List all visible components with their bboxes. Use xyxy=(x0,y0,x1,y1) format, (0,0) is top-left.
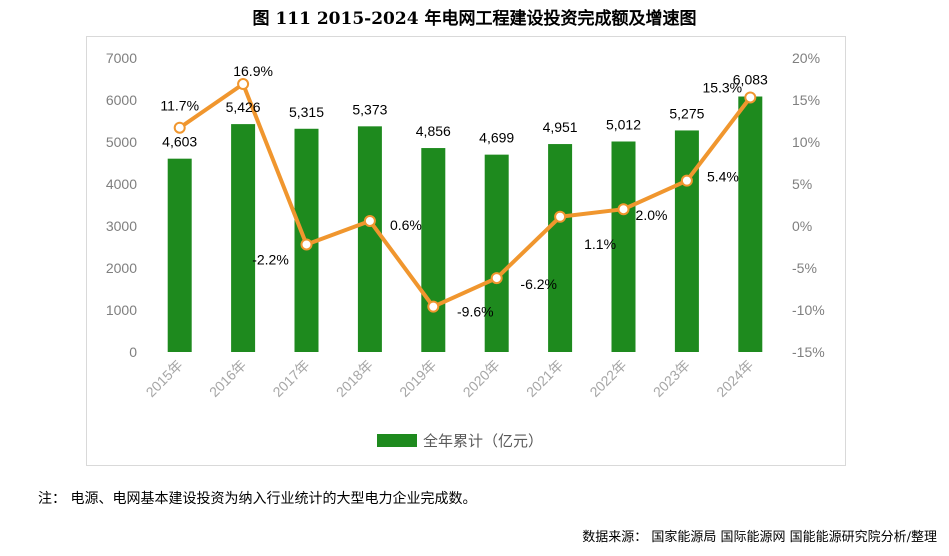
x-tick-label: 2023年 xyxy=(650,357,693,400)
growth-value-label: -2.2% xyxy=(252,251,289,267)
y-right-tick-label: 5% xyxy=(792,176,812,192)
growth-point xyxy=(427,300,440,313)
x-tick-label: 2020年 xyxy=(460,357,503,400)
growth-point xyxy=(744,91,757,104)
footnote: 注： 电源、电网基本建设投资为纳入行业统计的大型电力企业完成数。 xyxy=(38,491,477,507)
x-tick-label: 2015年 xyxy=(143,357,186,400)
x-tick-label: 2017年 xyxy=(269,357,312,400)
bar xyxy=(484,154,509,352)
bar xyxy=(357,126,382,352)
y-left-tick-label: 0 xyxy=(129,344,137,360)
chart-title: 图 111 2015-2024 年电网工程建设投资完成额及增速图 xyxy=(252,9,697,29)
legend-label: 全年累计（亿元） xyxy=(423,432,543,450)
source-note: 数据来源： 国家能源局 国际能源网 国能能源研究院分析/整理 xyxy=(582,530,937,545)
bar-value-label: 4,699 xyxy=(479,130,514,146)
y-right-tick-label: 10% xyxy=(792,134,820,150)
bar-value-label: 4,951 xyxy=(543,119,578,135)
growth-value-label: 11.7% xyxy=(160,98,199,114)
bar-value-label: 4,856 xyxy=(416,123,451,139)
bar-value-label: 4,603 xyxy=(162,134,197,150)
bar xyxy=(231,124,256,352)
growth-value-label: 1.1% xyxy=(584,236,616,252)
chart-frame xyxy=(86,36,846,466)
x-tick-label: 2024年 xyxy=(713,357,756,400)
bar-value-label: 5,012 xyxy=(606,116,641,132)
bar-value-label: 5,373 xyxy=(352,101,387,117)
growth-value-label: -6.2% xyxy=(520,276,557,292)
bar-value-label: 6,083 xyxy=(733,72,768,88)
growth-value-label: -9.6% xyxy=(457,304,494,320)
x-tick-label: 2019年 xyxy=(396,357,439,400)
x-tick-label: 2021年 xyxy=(523,357,566,400)
bar-value-label: 5,426 xyxy=(226,99,261,115)
bar xyxy=(738,96,763,352)
growth-line xyxy=(178,82,752,309)
x-tick-label: 2022年 xyxy=(586,357,629,400)
growth-point xyxy=(554,210,567,223)
y-left-tick-label: 1000 xyxy=(106,302,137,318)
x-tick-label: 2016年 xyxy=(206,357,249,400)
bar xyxy=(548,144,573,352)
growth-point xyxy=(680,174,693,187)
bar xyxy=(611,141,636,352)
growth-value-label: 16.9% xyxy=(233,63,273,79)
x-tick-label: 2018年 xyxy=(333,357,376,400)
bar-value-label: 5,315 xyxy=(289,104,324,120)
growth-point xyxy=(300,238,313,251)
growth-value-label: 5.4% xyxy=(707,169,739,185)
y-left-tick-label: 7000 xyxy=(106,50,137,66)
growth-point xyxy=(490,272,503,285)
growth-point xyxy=(617,203,630,216)
growth-value-label: 15.3% xyxy=(702,79,742,95)
y-left-tick-label: 5000 xyxy=(106,134,137,150)
growth-value-label: 2.0% xyxy=(636,207,668,223)
bar xyxy=(674,130,699,352)
growth-point xyxy=(363,214,376,227)
y-left-tick-label: 6000 xyxy=(106,92,137,108)
legend-swatch xyxy=(377,434,417,447)
y-right-tick-label: 15% xyxy=(792,92,820,108)
growth-point xyxy=(173,121,186,134)
growth-value-label: 0.6% xyxy=(390,217,422,233)
y-left-tick-label: 3000 xyxy=(106,218,137,234)
y-right-tick-label: 0% xyxy=(792,218,812,234)
y-right-tick-label: -15% xyxy=(792,344,825,360)
y-right-tick-label: -5% xyxy=(792,260,817,276)
bar xyxy=(167,158,192,352)
bar xyxy=(421,148,446,352)
y-left-tick-label: 4000 xyxy=(106,176,137,192)
y-right-tick-label: -10% xyxy=(792,302,825,318)
y-left-tick-label: 2000 xyxy=(106,260,137,276)
y-right-tick-label: 20% xyxy=(792,50,820,66)
bar-value-label: 5,275 xyxy=(669,105,704,121)
growth-point xyxy=(237,78,250,91)
